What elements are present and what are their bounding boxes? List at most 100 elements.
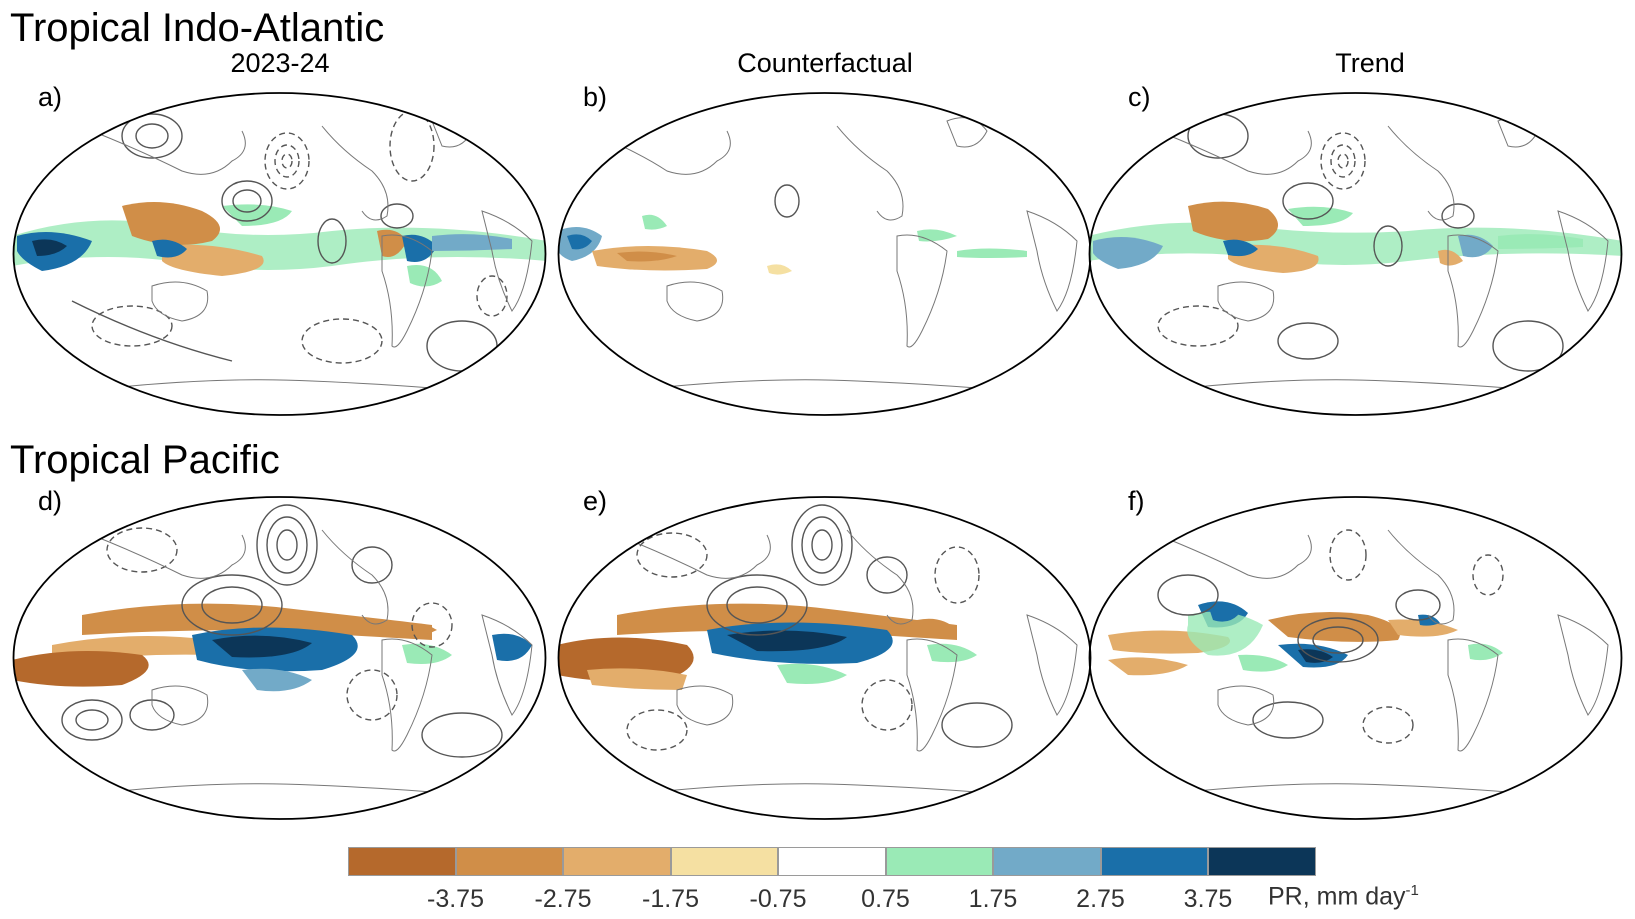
map-outline [12, 92, 547, 416]
coast-australia [1217, 685, 1275, 726]
precip-wet-core [212, 635, 312, 658]
coast-australia [151, 685, 209, 726]
precip-small-dry [767, 264, 792, 275]
colorbar-tick-label: -3.75 [427, 885, 484, 913]
precip-dry-north-band [82, 603, 432, 640]
precip-green-east [402, 643, 452, 664]
contour-npac-high-2 [266, 516, 308, 574]
map-outline [1088, 496, 1623, 820]
coast-north-america [321, 529, 389, 625]
contour-s-low [861, 679, 913, 731]
contour-south-wave [71, 300, 233, 362]
contour-sw-high-2 [75, 709, 109, 731]
precip-dry-maritime [162, 244, 264, 276]
coast-africa [481, 614, 533, 716]
contour-natl-low [1472, 554, 1504, 596]
precip-wet-pacific-core [1298, 649, 1333, 663]
contour-pac-high [181, 574, 283, 636]
precip-amazon-wet [402, 234, 437, 262]
coast-asia [616, 534, 771, 579]
contour-aleutian-high-2 [232, 189, 262, 213]
contour-eurasia-high [121, 113, 183, 159]
contour-s-high-2 [421, 712, 503, 758]
precip-wet-core [567, 234, 592, 250]
contour-s-low [346, 669, 398, 721]
row-title-indo-atlantic: Tropical Indo-Atlantic [10, 6, 385, 50]
precip-maritime-green [642, 214, 667, 230]
coast-north-america [1387, 125, 1455, 221]
coast-asia [1157, 130, 1312, 175]
contour-seatl-high [1492, 320, 1564, 372]
colorbar-cell [563, 847, 671, 876]
coast-north-america [836, 125, 904, 221]
precip-dry-light [587, 668, 687, 690]
precip-wet-south [242, 668, 312, 692]
panel-label-e: e) [583, 486, 608, 516]
precip-atl-dry [402, 623, 437, 636]
colorbar-cell [455, 847, 563, 876]
contour-seatl-high [426, 320, 498, 372]
row-title-pacific: Tropical Pacific [10, 438, 280, 482]
contour-aleutian-high [1282, 182, 1334, 220]
contour-npacific-low-3 [1337, 153, 1349, 169]
coast-north-america [1387, 529, 1455, 625]
contour-s-high [1252, 701, 1324, 739]
panel-label-b: b) [583, 82, 608, 112]
coast-south-america [906, 638, 958, 752]
contour-nam-high [866, 556, 908, 594]
coast-africa [1557, 614, 1609, 716]
precip-wet-core [32, 239, 67, 256]
colorbar-tick-label: 2.75 [1076, 885, 1125, 913]
precip-sa-green [407, 265, 442, 287]
colorbar-tick-label: 1.75 [968, 885, 1018, 913]
coast-australia [1217, 281, 1275, 322]
contour-pac-high-2 [1312, 626, 1364, 654]
precip-wet-kuroshio [222, 204, 292, 226]
coast-asia [1157, 534, 1312, 579]
precip-amazon-dry [377, 229, 407, 257]
precip-wet-maritime-core [1208, 603, 1238, 622]
contour-sw-high [61, 699, 123, 741]
panel-label-c: c) [1128, 82, 1151, 112]
coast-asia [91, 534, 246, 579]
precip-atl-green [917, 229, 957, 242]
coast-asia [586, 130, 731, 175]
precip-atlantic-wet [432, 234, 512, 251]
contour-nam-high [351, 546, 393, 584]
contour-eurasia-high-2 [135, 123, 169, 149]
contour-south-low [91, 305, 173, 347]
contour-nam-high [1395, 589, 1441, 621]
contour-seatl-low [476, 275, 508, 317]
contour-pac-high [706, 574, 808, 636]
precip-atl-wet [492, 633, 532, 661]
precip-dry-west-2 [1108, 657, 1188, 676]
colorbar-tick-label: -0.75 [749, 885, 807, 913]
precip-atl-dry [917, 618, 957, 637]
coast-asia [91, 130, 246, 175]
coast-south-america [1447, 234, 1499, 348]
precip-green-east [1468, 643, 1503, 661]
precip-wet-maritime [152, 239, 187, 258]
map-outline [1088, 92, 1623, 416]
contour-s-low [1362, 706, 1414, 744]
column-title-trend: Trend [1335, 48, 1405, 78]
map-outline [557, 496, 1092, 820]
precip-green-east [927, 643, 977, 663]
contour-eurasia-high [1187, 113, 1249, 159]
colorbar-cell [885, 847, 993, 876]
coast-australia [666, 281, 724, 322]
contour-npac-low [1329, 529, 1367, 581]
contour-natl-high [1441, 203, 1475, 229]
map-outline [12, 496, 547, 820]
precip-atl-green-2 [957, 248, 1027, 258]
contour-aleutian-high [221, 180, 273, 222]
coast-australia [676, 685, 734, 726]
colorbar-cell [1208, 847, 1316, 876]
coast-africa [1026, 614, 1078, 716]
contour-south-low-2 [301, 318, 383, 364]
column-title-2023-24: 2023-24 [230, 48, 330, 78]
coast-north-america [846, 529, 914, 625]
contour-sw-low [626, 709, 688, 751]
colorbar-tick-label: -2.75 [534, 885, 592, 913]
precip-green-maritime [1187, 611, 1263, 656]
